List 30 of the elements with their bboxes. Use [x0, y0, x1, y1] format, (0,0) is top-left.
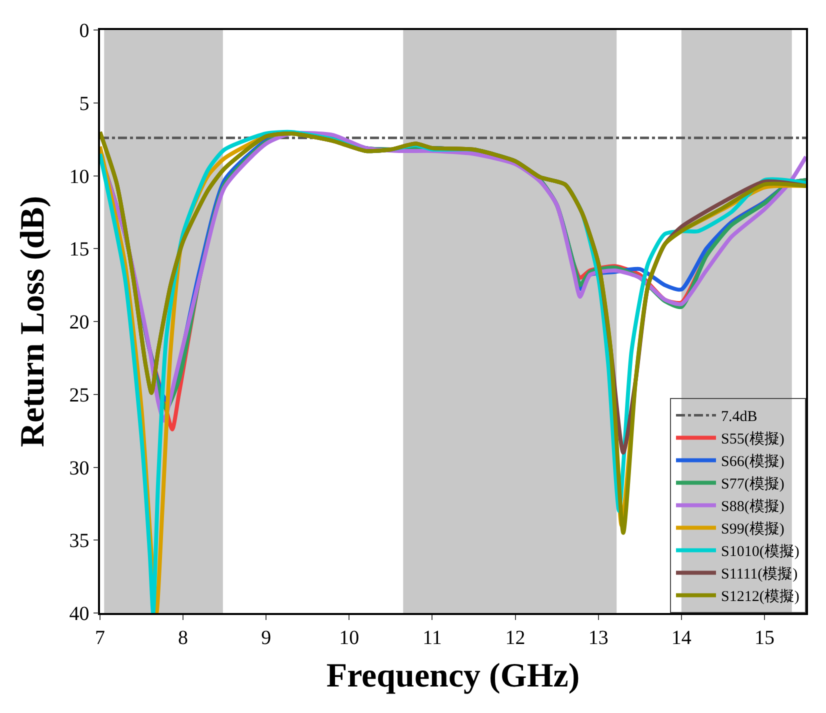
- y-tick-label: 25: [69, 384, 90, 406]
- x-tick-label: 8: [178, 626, 188, 649]
- legend-label: S1111(模擬): [721, 566, 798, 583]
- y-tick-label: 35: [69, 530, 90, 552]
- y-axis-title: Return Loss (dB): [14, 196, 52, 448]
- legend-label: S88(模擬): [721, 498, 784, 516]
- y-tick-label: 20: [69, 312, 90, 334]
- legend-label: S66(模擬): [721, 453, 784, 470]
- y-tick-label: 10: [69, 166, 90, 188]
- legend-label: S55(模擬): [721, 430, 784, 448]
- y-tick-label: 5: [79, 92, 90, 115]
- x-tick-label: 9: [261, 626, 272, 649]
- x-tick-label: 13: [588, 626, 608, 649]
- legend-label: S1212(模擬): [721, 588, 800, 606]
- line-series: [100, 130, 806, 535]
- legend-label: S1010(模擬): [721, 543, 800, 560]
- legend-label: 7.4dB: [721, 409, 758, 426]
- x-tick-label: 15: [754, 626, 774, 649]
- legend-label: S77(模擬): [721, 476, 784, 493]
- legend-label: S99(模擬): [721, 520, 784, 538]
- x-tick-label: 12: [505, 626, 526, 649]
- y-tick-label: 40: [69, 603, 90, 625]
- x-tick-label: 14: [671, 626, 692, 649]
- y-tick-label: 30: [69, 457, 90, 480]
- x-tick-label: 7: [95, 626, 105, 649]
- x-axis-title: Frequency (GHz): [326, 658, 580, 695]
- y-tick-label: 15: [69, 238, 90, 261]
- y-tick-label: 0: [79, 20, 90, 42]
- x-tick-label: 10: [339, 626, 360, 649]
- x-tick-label: 11: [422, 626, 442, 649]
